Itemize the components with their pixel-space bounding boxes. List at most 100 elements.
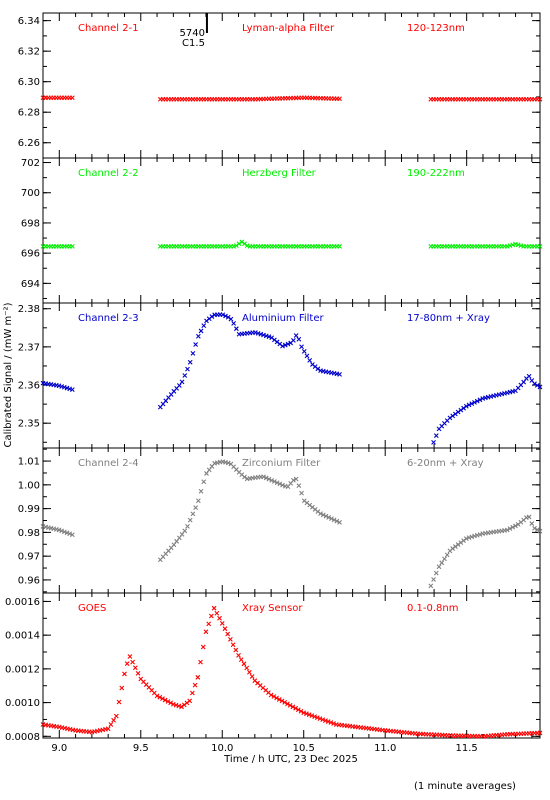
data-point	[219, 620, 225, 626]
data-point	[282, 699, 288, 705]
data-point	[534, 382, 540, 388]
data-point	[198, 659, 203, 665]
y-tick-label: 1.01	[18, 457, 40, 468]
x-tick-label: 10.5	[293, 743, 315, 754]
data-point	[309, 713, 315, 719]
data-point	[64, 385, 70, 391]
data-point	[59, 528, 65, 534]
data-point	[326, 514, 332, 520]
data-point	[320, 717, 326, 722]
y-tick-label: 0.0008	[5, 732, 40, 743]
data-point	[201, 479, 207, 485]
data-point	[285, 701, 290, 707]
data-point	[157, 694, 163, 700]
panel-frame	[42, 592, 541, 739]
data-point	[444, 552, 450, 558]
data-point	[469, 401, 475, 407]
data-point	[312, 714, 317, 720]
x-tick-label: 10.0	[211, 743, 233, 754]
data-point	[301, 710, 307, 716]
data-point	[296, 336, 302, 342]
panel-3: 2.35 2.36 2.37 2.38 Channel 2-3 Aluminium Fil…	[18, 302, 543, 449]
data-point	[293, 333, 299, 338]
data-point	[334, 518, 340, 524]
data-point	[436, 564, 442, 570]
data-point	[331, 721, 336, 726]
panel-frame	[42, 12, 541, 159]
y-tick-label: 2.38	[18, 304, 40, 315]
data-point	[195, 498, 201, 504]
data-point	[225, 631, 231, 637]
data-point	[331, 517, 337, 523]
panel-filter-label: Zirconium Filter	[242, 458, 321, 469]
data-point	[268, 692, 274, 698]
data-point	[192, 682, 198, 688]
data-point	[244, 665, 250, 671]
data-point	[116, 699, 122, 705]
data-point	[182, 528, 188, 534]
data-point	[190, 511, 196, 517]
data-point	[271, 694, 277, 699]
data-point	[526, 514, 532, 520]
panel-filter-label: Herzberg Filter	[242, 168, 317, 179]
data-point	[247, 669, 252, 675]
data-point	[233, 647, 239, 653]
y-tick-label: 696	[21, 249, 40, 260]
data-point	[187, 359, 193, 365]
data-point	[206, 621, 212, 627]
data-point	[532, 381, 537, 387]
y-tick-label: 6.28	[18, 108, 40, 119]
series-points	[40, 605, 543, 739]
data-point	[198, 328, 204, 334]
panel-band-label: 0.1-0.8nm	[407, 603, 459, 614]
data-point	[263, 333, 269, 339]
data-point	[537, 384, 543, 390]
data-point	[59, 384, 65, 389]
data-point	[187, 698, 193, 704]
data-point	[67, 386, 73, 392]
data-point	[317, 716, 323, 721]
panel-band-label: 17-80nm + Xray	[407, 313, 490, 324]
data-point	[463, 536, 469, 541]
series-points	[40, 95, 543, 102]
data-point	[329, 516, 334, 522]
data-point	[203, 629, 209, 635]
data-point	[466, 402, 472, 408]
data-point	[238, 657, 244, 662]
data-point	[258, 331, 264, 337]
data-point	[223, 313, 228, 319]
y-tick-label: 0.99	[18, 504, 40, 515]
data-point	[233, 243, 239, 248]
series-points	[40, 459, 543, 589]
data-point	[113, 713, 119, 719]
y-tick-label: 1.00	[18, 480, 40, 491]
data-point	[507, 526, 513, 532]
y-tick-label: 702	[21, 158, 40, 169]
data-point	[122, 671, 127, 677]
data-point	[208, 613, 214, 619]
data-point	[189, 690, 195, 696]
y-tick-label: 2.36	[18, 381, 40, 392]
data-point	[279, 698, 285, 704]
data-point	[274, 480, 280, 486]
data-point	[295, 707, 301, 713]
data-point	[513, 523, 518, 529]
data-point	[298, 708, 304, 714]
x-tick-label: 11.0	[374, 743, 396, 754]
data-point	[529, 521, 535, 526]
y-tick-label: 0.0016	[5, 597, 40, 608]
data-point	[204, 471, 209, 476]
data-point	[463, 403, 469, 409]
data-point	[119, 685, 125, 691]
panels-layer: 6.26 6.28 6.30 6.32 6.34 Channel 2-1 Lyman-alp…	[5, 12, 543, 754]
data-point	[337, 371, 342, 377]
y-tick-label: 2.35	[18, 419, 40, 430]
data-point	[304, 353, 310, 359]
x-axis-title: Time / h UTC, 23 Dec 2025	[223, 754, 358, 765]
y-tick-label: 6.30	[18, 77, 40, 88]
data-point	[337, 243, 342, 249]
data-point	[534, 527, 540, 533]
data-point	[190, 350, 196, 356]
data-point	[230, 642, 236, 648]
data-point	[291, 337, 296, 343]
